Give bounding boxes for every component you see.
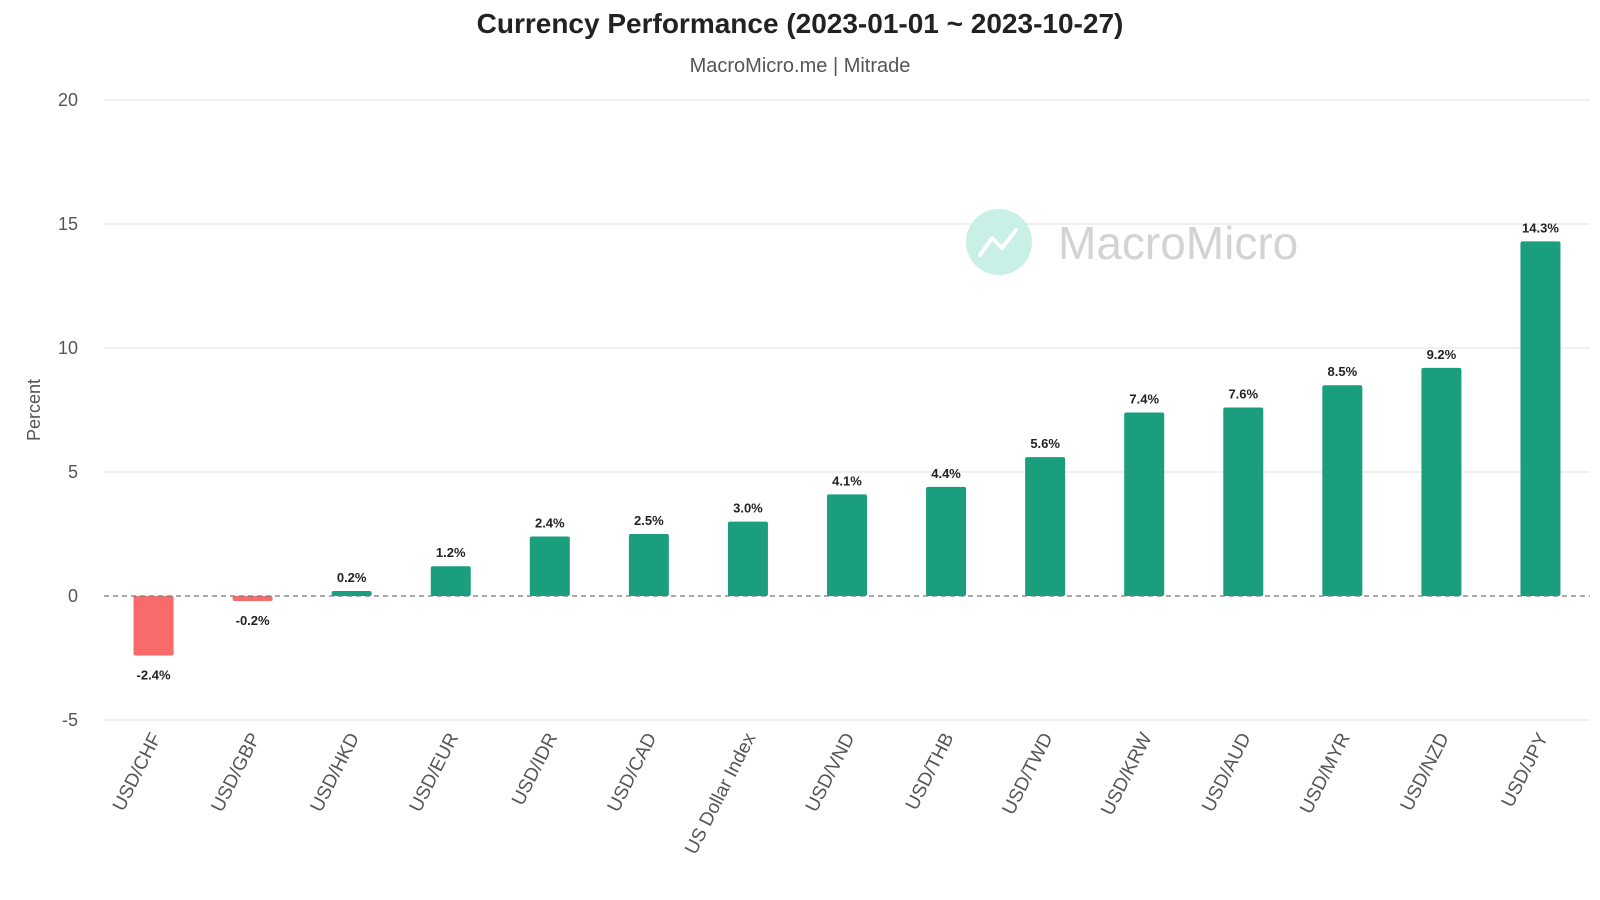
- x-tick-label: USD/NZD: [1397, 730, 1454, 815]
- bar: [1025, 457, 1066, 596]
- data-label: 3.0%: [733, 501, 763, 516]
- data-label: 7.4%: [1129, 391, 1159, 406]
- data-label: 5.6%: [1030, 436, 1060, 451]
- bar-layer: [133, 241, 1561, 656]
- bar: [1124, 412, 1165, 596]
- chart-subtitle: MacroMicro.me | Mitrade: [689, 55, 911, 77]
- x-tick-label: USD/VND: [802, 730, 860, 816]
- x-tick-label: USD/EUR: [406, 730, 464, 816]
- x-tick-label: USD/HKD: [307, 730, 365, 816]
- y-axis-title: Percent: [24, 379, 44, 441]
- data-label: 9.2%: [1427, 347, 1457, 362]
- x-tick-label: USD/MYR: [1296, 730, 1354, 818]
- bar: [529, 536, 570, 596]
- bar: [331, 591, 372, 596]
- bar: [232, 596, 273, 601]
- data-label: -2.4%: [137, 668, 171, 683]
- x-tick-label: USD/JPY: [1498, 729, 1553, 810]
- x-tick-label: USD/KRW: [1097, 730, 1156, 819]
- watermark-chart-line-icon: [978, 228, 1018, 257]
- y-tick-label: 0: [68, 586, 78, 606]
- x-tick-label: USD/TWD: [999, 730, 1058, 819]
- bar: [430, 566, 471, 596]
- chart-title: Currency Performance (2023-01-01 ~ 2023-…: [476, 8, 1124, 39]
- y-tick-label: -5: [62, 710, 78, 730]
- x-tick-label: USD/GBP: [208, 730, 266, 816]
- watermark-logo-icon: [966, 209, 1032, 275]
- data-label: 0.2%: [337, 570, 367, 585]
- bar: [133, 596, 174, 656]
- y-tick-label: 10: [58, 338, 78, 358]
- data-label: 4.1%: [832, 473, 862, 488]
- x-tick-label: US Dollar Index: [681, 729, 760, 858]
- bar: [727, 521, 768, 596]
- bar: [827, 494, 867, 596]
- data-label: 14.3%: [1522, 220, 1559, 235]
- watermark-text: MacroMicro: [1058, 217, 1298, 269]
- x-tick-label: USD/CAD: [604, 730, 662, 816]
- x-tick-label: USD/CHF: [109, 730, 166, 815]
- y-tick-label: 5: [68, 462, 78, 482]
- bar: [1421, 367, 1462, 596]
- x-tick-label: USD/IDR: [508, 730, 562, 809]
- y-tick-label: 15: [58, 214, 78, 234]
- data-label: 8.5%: [1328, 364, 1358, 379]
- data-label: 4.4%: [931, 466, 961, 481]
- bar: [1520, 241, 1561, 597]
- data-label: 2.4%: [535, 515, 565, 530]
- bar: [1223, 407, 1264, 596]
- data-label: 7.6%: [1228, 387, 1258, 402]
- x-tick-label: USD/THB: [902, 730, 959, 814]
- bar: [1322, 385, 1363, 596]
- data-label: 2.5%: [634, 513, 664, 528]
- data-label: -0.2%: [236, 613, 270, 628]
- y-tick-label: 20: [58, 90, 78, 110]
- bar: [628, 534, 669, 596]
- data-label: 1.2%: [436, 545, 466, 560]
- watermark: MacroMicro: [966, 209, 1298, 275]
- x-tick-label: USD/AUD: [1198, 730, 1256, 816]
- bar: [926, 486, 967, 596]
